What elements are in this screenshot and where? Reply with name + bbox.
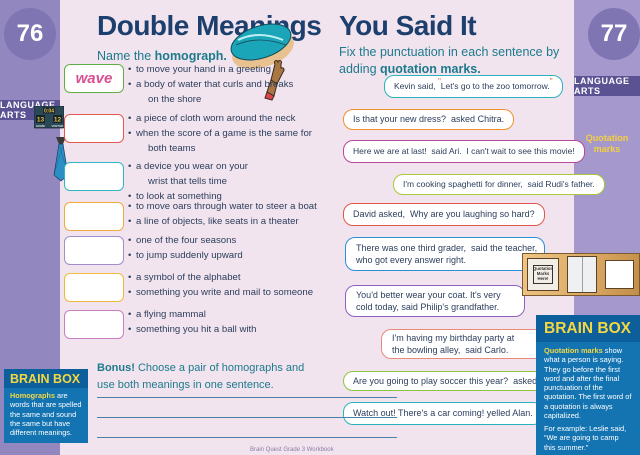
svg-text:12: 12 bbox=[54, 117, 62, 124]
svg-text:HOME: HOME bbox=[36, 124, 45, 128]
svg-text:VISITOR: VISITOR bbox=[52, 124, 64, 128]
svg-text:13: 13 bbox=[37, 117, 45, 124]
svg-text:0:04: 0:04 bbox=[44, 108, 54, 114]
